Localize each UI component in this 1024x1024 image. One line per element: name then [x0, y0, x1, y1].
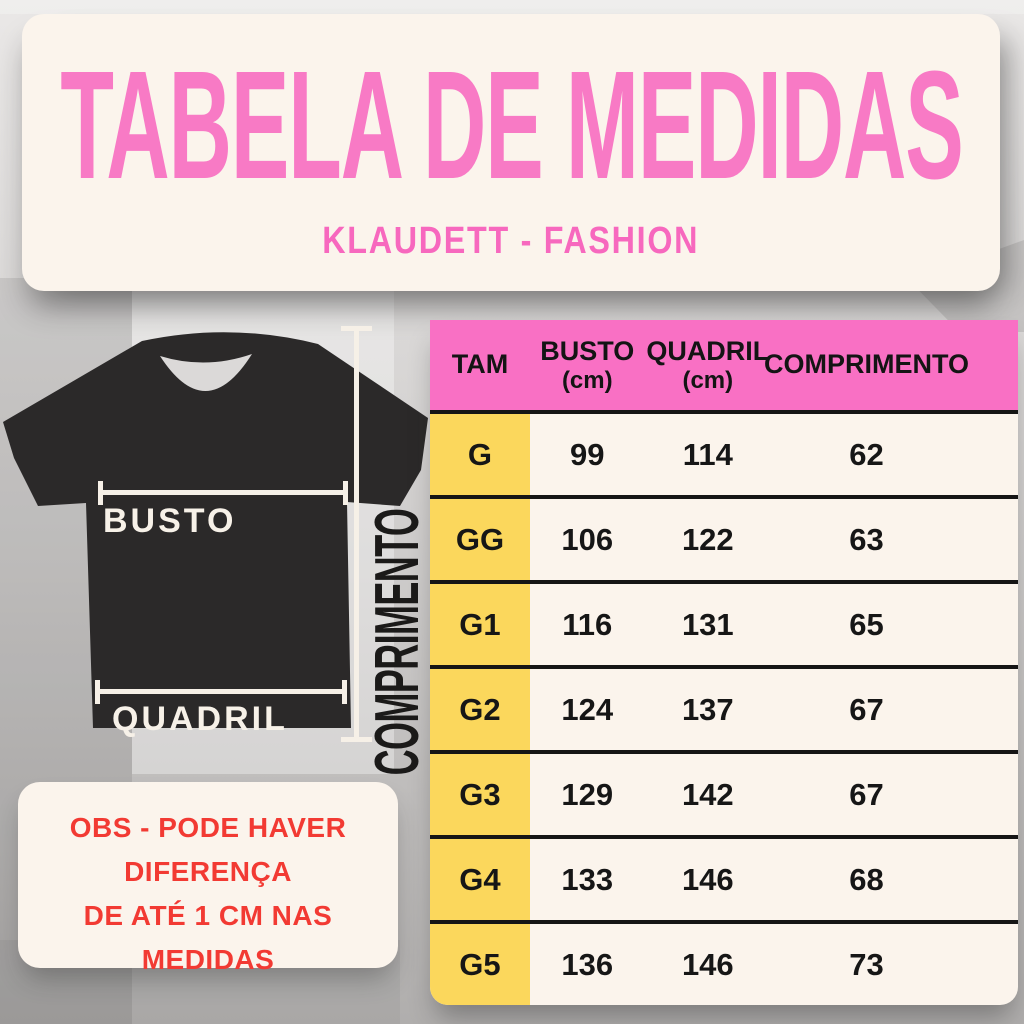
- note-line-1: OBS - PODE HAVER: [69, 812, 347, 843]
- size-table: TAM BUSTO (cm) QUADRIL (cm) COMPRIMENTO G …: [430, 320, 1018, 1005]
- hip-value: 122: [681, 521, 734, 557]
- length-value: 67: [849, 776, 884, 812]
- length-label: COMPRIMENTO: [363, 508, 432, 776]
- table-header-row: TAM BUSTO (cm) QUADRIL (cm) COMPRIMENTO: [430, 320, 1018, 410]
- length-value: 65: [849, 606, 884, 642]
- size-value: G4: [430, 839, 530, 920]
- hip-value: 114: [682, 436, 733, 472]
- bust-measure-tick-left: [98, 481, 103, 505]
- header-bust-unit: (cm): [561, 366, 613, 394]
- note-card: OBS - PODE HAVER DIFERENÇA DE ATÉ 1 CM N…: [18, 782, 398, 975]
- hip-value: 146: [681, 946, 734, 982]
- length-value: 63: [849, 521, 884, 557]
- length-measure-line: [354, 328, 359, 742]
- length-measure-cap-bottom: [341, 737, 372, 742]
- tshirt-diagram: [3, 326, 428, 742]
- hip-measure-line: [97, 689, 346, 694]
- length-value: 68: [849, 861, 884, 897]
- size-value: G2: [430, 669, 530, 750]
- hip-label: QUADRIL: [112, 700, 288, 738]
- title-card: TABELA DE MEDIDAS KLAUDETT - FASHION: [22, 14, 1000, 291]
- bust-value: 106: [561, 521, 614, 557]
- note-line-2: DIFERENÇA: [124, 856, 292, 887]
- header-length-text: COMPRIMENTO: [763, 349, 969, 380]
- bust-value: 133: [561, 861, 614, 897]
- bust-value: 124: [561, 691, 614, 727]
- bust-value: 116: [562, 606, 613, 642]
- size-value: G1: [430, 584, 530, 665]
- table-row: G5 136 146 73: [430, 920, 1018, 1005]
- hip-value: 131: [681, 606, 734, 642]
- size-value: GG: [430, 499, 530, 580]
- size-value: G5: [430, 924, 530, 1005]
- tshirt-neckline: [160, 354, 252, 392]
- header-hip-unit: (cm): [682, 366, 734, 394]
- size-value: G: [430, 414, 530, 495]
- table-row: G1 116 131 65: [430, 580, 1018, 665]
- hip-value: 137: [681, 691, 734, 727]
- header-cell-length: COMPRIMENTO: [764, 320, 1018, 410]
- table-row: G3 129 142 67: [430, 750, 1018, 835]
- table-row: GG 106 122 63: [430, 495, 1018, 580]
- header-size-text: TAM: [451, 349, 509, 380]
- hip-measure-tick-left: [95, 680, 100, 704]
- bust-label: BUSTO: [103, 502, 237, 540]
- length-value: 73: [849, 946, 884, 982]
- page-title: TABELA DE MEDIDAS: [59, 39, 963, 211]
- table-row: G 99 114 62: [430, 410, 1018, 495]
- note-line-3: DE ATÉ 1 CM NAS MEDIDAS: [83, 900, 333, 975]
- bust-value: 99: [570, 436, 605, 472]
- table-row: G4 133 146 68: [430, 835, 1018, 920]
- bust-measure-line: [100, 490, 346, 495]
- length-measure-cap-top: [341, 326, 372, 331]
- header-hip-text: QUADRIL: [646, 335, 770, 366]
- bust-value: 136: [561, 946, 614, 982]
- background-top-strip: [0, 0, 1024, 14]
- size-value: G3: [430, 754, 530, 835]
- bust-value: 129: [561, 776, 614, 812]
- header-cell-hip: QUADRIL (cm): [645, 320, 771, 410]
- hip-value: 142: [681, 776, 734, 812]
- hip-value: 146: [681, 861, 734, 897]
- bust-measure-tick-right: [343, 481, 348, 505]
- header-cell-bust: BUSTO (cm): [530, 320, 645, 410]
- length-value: 67: [849, 691, 884, 727]
- header-cell-size: TAM: [430, 320, 530, 410]
- length-value: 62: [849, 436, 884, 472]
- hip-measure-tick-right: [342, 680, 347, 704]
- header-bust-text: BUSTO: [540, 335, 635, 366]
- table-row: G2 124 137 67: [430, 665, 1018, 750]
- tshirt-silhouette: [3, 332, 428, 728]
- brand-subtitle: KLAUDETT - FASHION: [322, 220, 700, 262]
